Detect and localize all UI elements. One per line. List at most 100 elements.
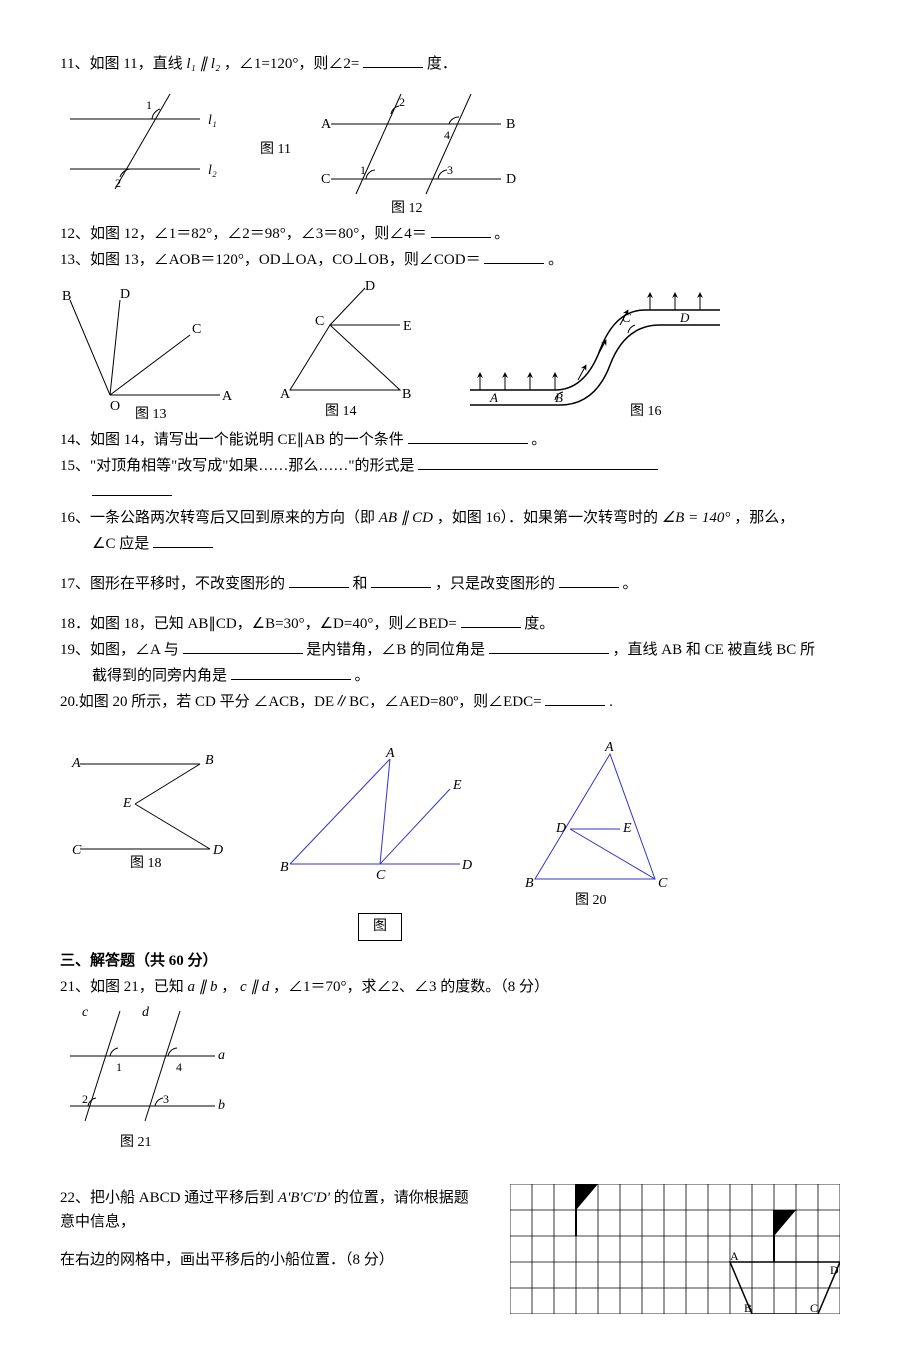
fig12-caption: 图 12 — [391, 201, 423, 214]
fig19-svg: A B C D E — [270, 739, 490, 909]
fig13-O: O — [110, 399, 120, 414]
fig21-a3: 3 — [163, 1092, 169, 1106]
fig19-D: D — [461, 858, 472, 873]
q12: 12、如图 12，∠1＝82°，∠2＝98°，∠3＝80°，则∠4＝ 。 — [60, 222, 860, 246]
q21-math2: c ∥ d — [240, 979, 269, 995]
q12-end: 。 — [494, 226, 509, 242]
fig11-l2: l₂ — [208, 163, 217, 178]
fig-row-3: A B C D E 图 18 A B C D E 图 — [60, 739, 860, 941]
fig18-B: B — [205, 753, 214, 768]
q14-blank — [408, 428, 528, 444]
q19-blank1 — [183, 638, 303, 654]
q16-math2: ∠B = 140° — [662, 510, 731, 526]
q19-c: ，直线 AB 和 CE 被直线 BC 所 — [613, 642, 816, 658]
fig21-svg: a b c d 1 4 2 3 图 21 — [60, 1001, 250, 1151]
fig18-caption: 图 18 — [130, 856, 162, 871]
q11-blank — [363, 52, 423, 68]
q16-math: AB ∥ CD — [379, 510, 433, 526]
fig12-A: A — [321, 117, 332, 132]
fig19-B: B — [280, 860, 289, 875]
fig20-D: D — [555, 821, 566, 836]
fig14-B: B — [402, 387, 411, 402]
q15-blank — [418, 454, 658, 470]
fig16-B: B — [555, 390, 563, 405]
fig11-svg: l₁ l₂ 1 2 — [60, 84, 240, 204]
q15-blank2 — [92, 480, 172, 496]
q11-text-a: 11、如图 11，直线 — [60, 56, 186, 72]
fig16-container: A B C D 图 16 — [460, 280, 740, 420]
q18: 18．如图 18，已知 AB∥CD，∠B=30°，∠D=40°，则∠BED= 度… — [60, 612, 860, 636]
q18-text: 18．如图 18，已知 AB∥CD，∠B=30°，∠D=40°，则∠BED= — [60, 616, 457, 632]
q20-blank — [545, 690, 605, 706]
q22-a: 22、把小船 ABCD 通过平移后到 — [60, 1190, 278, 1206]
fig18-svg: A B C D E 图 18 — [60, 739, 250, 889]
fig13-A: A — [222, 389, 233, 404]
fig-row-1: l₁ l₂ 1 2 图 11 A B C D 2 4 1 3 — [60, 84, 860, 214]
fig14-E: E — [403, 319, 412, 334]
grid-D: D — [830, 1263, 839, 1277]
fig20-container: A B C D E 图 20 — [510, 739, 690, 909]
q17-d: 。 — [623, 576, 638, 592]
fig18-container: A B C D E 图 18 — [60, 739, 250, 889]
fig19-caption: 图 — [358, 913, 402, 941]
q13-blank — [484, 248, 544, 264]
q20: 20.如图 20 所示，若 CD 平分 ∠ACB，DE∥BC，∠AED=80º，… — [60, 690, 860, 714]
fig16-svg: A B C D 图 16 — [460, 280, 740, 420]
fig12-B: B — [506, 117, 515, 132]
q14-text: 14、如图 14，请写出一个能说明 CE∥AB 的一个条件 — [60, 432, 404, 448]
fig14-C: C — [315, 314, 324, 329]
q21-c: ，∠1＝70°，求∠2、∠3 的度数。（8 分） — [273, 979, 549, 995]
q19-a: 19、如图，∠A 与 — [60, 642, 179, 658]
fig13-B: B — [62, 289, 71, 304]
q18-end: 度。 — [524, 616, 554, 632]
fig13-caption: 图 13 — [135, 407, 167, 420]
q22-row: 22、把小船 ABCD 通过平移后到 A'B'C'D' 的位置，请你根据题意中信… — [60, 1184, 860, 1314]
fig21-d: d — [142, 1005, 150, 1020]
fig19-C: C — [376, 868, 386, 883]
q22-line2: 在右边的网格中，画出平移后的小船位置．（8 分） — [60, 1248, 480, 1272]
q19-b: 是内错角，∠B 的同位角是 — [306, 642, 485, 658]
fig12-container: A B C D 2 4 1 3 图 12 — [311, 84, 531, 214]
q16-a: 16、一条公路两次转弯后又回到原来的方向（即 — [60, 510, 379, 526]
q17-b: 和 — [353, 576, 368, 592]
grid-A: A — [730, 1249, 739, 1263]
q16-b: ，如图 16）．如果第一次转弯时的 — [437, 510, 662, 526]
fig21-a4: 4 — [176, 1060, 182, 1074]
fig21-container: a b c d 1 4 2 3 图 21 — [60, 1001, 860, 1151]
q17-c: ，只是改变图形的 — [435, 576, 555, 592]
q17-blank1 — [289, 572, 349, 588]
q11-math: l₁ ∥ l₂ — [186, 56, 220, 72]
fig13-container: O A B D C 图 13 — [60, 280, 250, 420]
q11-unit: 度． — [427, 56, 457, 72]
q16: 16、一条公路两次转弯后又回到原来的方向（即 AB ∥ CD ，如图 16）．如… — [60, 506, 860, 530]
q16-c: ，那么， — [734, 510, 794, 526]
q13-end: 。 — [548, 252, 563, 268]
q11-text-b: ，∠1=120°，则∠2= — [224, 56, 359, 72]
fig18-E: E — [122, 796, 132, 811]
q14: 14、如图 14，请写出一个能说明 CE∥AB 的一个条件 。 — [60, 428, 860, 452]
fig16-A: A — [489, 390, 498, 405]
q21-b: ， — [221, 979, 236, 995]
q12-blank — [431, 222, 491, 238]
fig21-b: b — [218, 1098, 225, 1113]
grid-svg: A B C D — [510, 1184, 840, 1314]
fig21-a1: 1 — [116, 1060, 122, 1074]
fig19-E: E — [452, 778, 462, 793]
section3-heading: 三、解答题（共 60 分） — [60, 949, 860, 973]
fig12-svg: A B C D 2 4 1 3 图 12 — [311, 84, 531, 214]
grid-C: C — [810, 1301, 818, 1314]
q19-blank2 — [489, 638, 609, 654]
q15-text: 15、"对顶角相等"改写成"如果……那么……"的形式是 — [60, 458, 415, 474]
fig18-C: C — [72, 843, 82, 858]
fig-row-2: O A B D C 图 13 A B C D E 图 14 — [60, 280, 860, 420]
fig12-a1: 1 — [360, 163, 366, 177]
q11: 11、如图 11，直线 l₁ ∥ l₂ ，∠1=120°，则∠2= 度． — [60, 52, 860, 76]
fig20-A: A — [604, 740, 614, 755]
fig14-A: A — [280, 387, 291, 402]
q13: 13、如图 13，∠AOB＝120°，OD⊥OA，CO⊥OB，则∠COD＝ 。 — [60, 248, 860, 272]
fig18-D: D — [212, 843, 223, 858]
q21-a: 21、如图 21，已知 — [60, 979, 188, 995]
fig21-a2: 2 — [82, 1092, 88, 1106]
q15: 15、"对顶角相等"改写成"如果……那么……"的形式是 — [60, 454, 860, 478]
fig13-C: C — [192, 322, 201, 337]
